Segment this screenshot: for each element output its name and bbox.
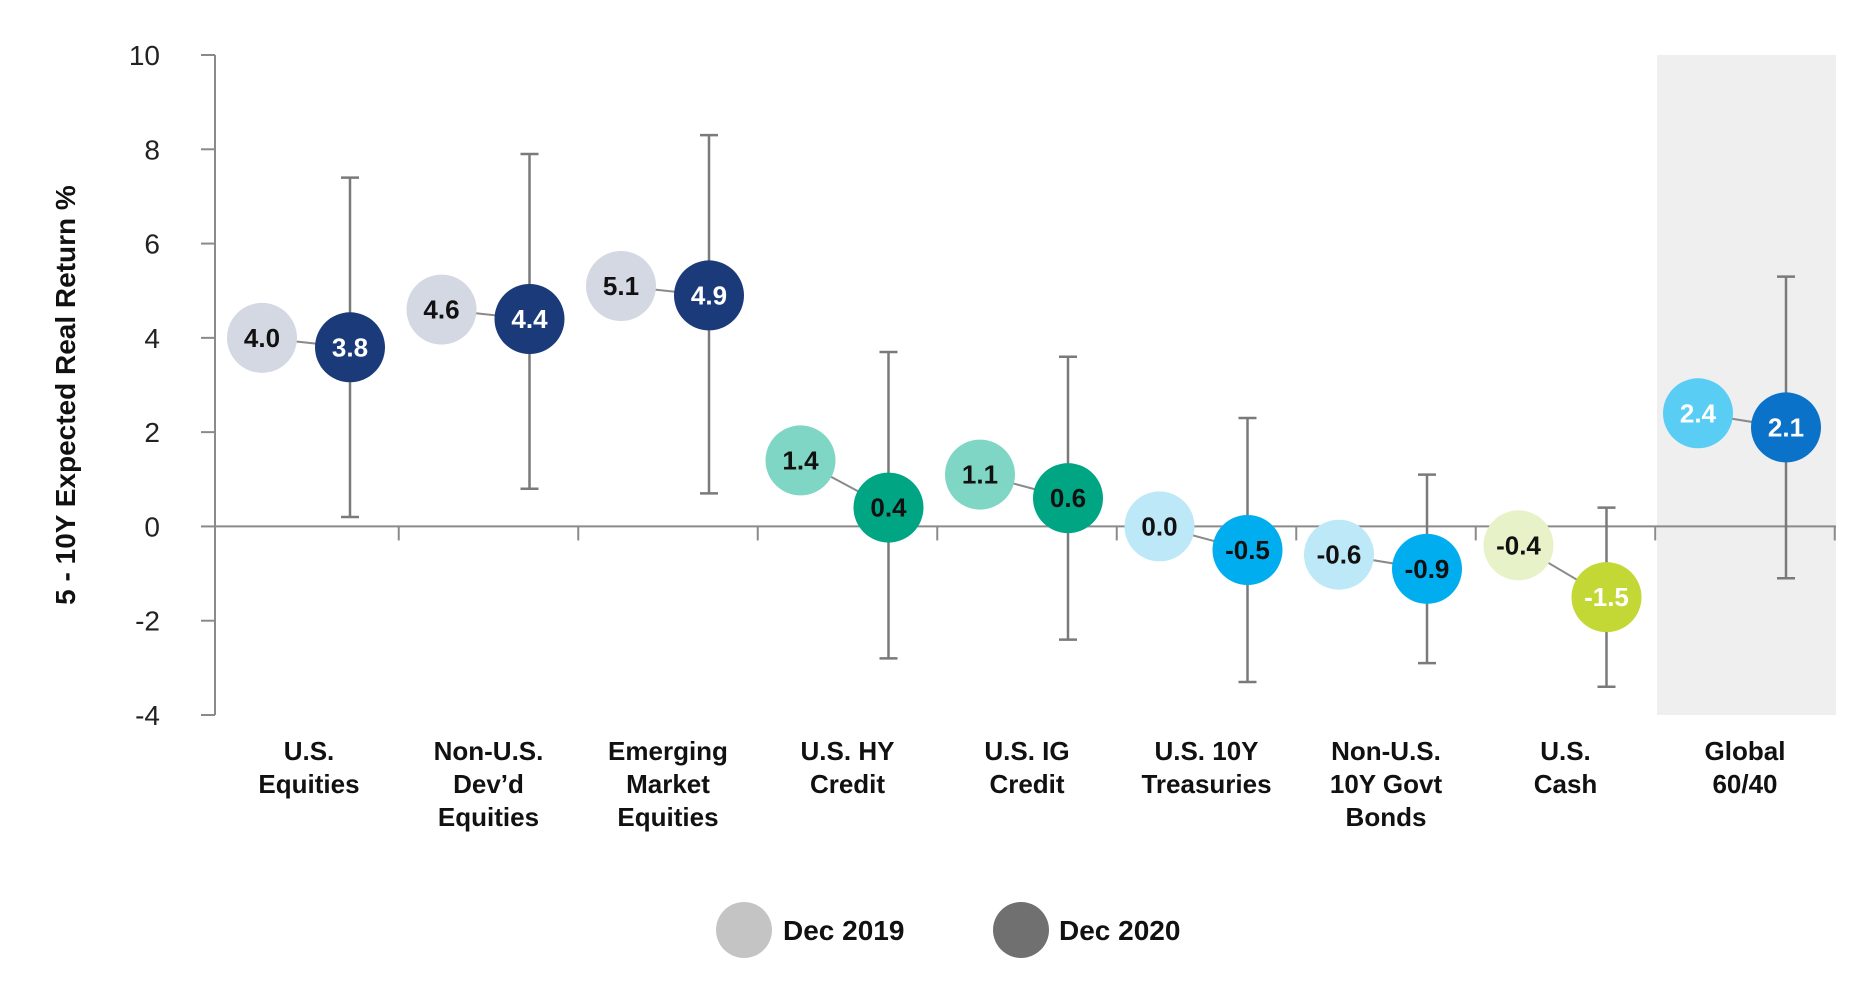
data-label-dec-2019: 4.0 [244,323,280,353]
point-dec-2019 [586,251,656,321]
data-label-dec-2020: 3.8 [332,332,368,362]
point-dec-2020 [494,284,565,354]
point-dec-2020 [853,472,924,543]
data-label-dec-2020: 4.9 [691,280,727,310]
x-category-label: Non-U.S. [434,736,544,766]
bubble-layer: 4.0 3.8 4.6 4.4 5.1 4.9 1.4 0.4 1.1 0.6 0.0 -0.5 -0.… [227,251,1821,633]
x-category-label: Cash [1534,769,1598,799]
point-dec-2019 [1663,378,1733,449]
x-category-label: Emerging [608,736,728,766]
point-dec-2020 [315,312,385,383]
x-category-label: Treasuries [1141,769,1271,799]
data-label-dec-2020: 0.4 [870,493,907,523]
category-label-layer: U.S.EquitiesNon-U.S.Dev’dEquitiesEmergin… [258,736,1785,832]
y-tick-label: 4 [144,323,160,354]
point-dec-2019 [227,302,297,373]
point-dec-2020 [1033,463,1103,534]
y-tick-label: 6 [144,229,160,260]
data-label-dec-2019: -0.6 [1317,540,1362,570]
x-category-label: Credit [989,769,1064,799]
legend: Dec 2019 Dec 2020 [716,902,1180,958]
x-category-label: Global [1705,736,1786,766]
x-category-label: Bonds [1346,802,1427,832]
point-dec-2019 [406,274,477,345]
legend-marker-dec-2020 [993,902,1049,958]
legend-marker-dec-2019 [716,902,772,958]
data-label-dec-2020: 2.1 [1768,412,1804,442]
x-category-label: Non-U.S. [1331,736,1441,766]
y-axis-title: 5 - 10Y Expected Real Return % [50,185,81,605]
x-category-label: 60/40 [1712,769,1777,799]
x-category-label: Equities [438,802,539,832]
data-label-dec-2019: 1.4 [782,445,819,475]
x-category-label: 10Y Govt [1330,769,1443,799]
data-label-dec-2020: -1.5 [1584,582,1629,612]
data-label-dec-2020: -0.9 [1405,554,1450,584]
y-tick-label: -2 [135,606,160,637]
x-category-label: Equities [617,802,718,832]
point-dec-2020 [1571,562,1642,633]
x-category-label: U.S. IG [984,736,1069,766]
point-dec-2020 [674,260,744,331]
x-category-label: Dev’d [453,769,524,799]
x-category-label: U.S. 10Y [1154,736,1258,766]
y-tick-label: 10 [129,40,160,71]
point-dec-2020 [1212,515,1283,585]
x-category-label: Market [626,769,710,799]
data-label-dec-2019: 4.6 [423,295,459,325]
data-label-dec-2019: 0.0 [1141,511,1177,541]
data-label-dec-2019: 2.4 [1680,398,1717,428]
y-tick-label: -4 [135,700,160,731]
point-dec-2020 [1392,533,1462,604]
axis-layer: 10 8 6 4 2 0 -2 -4 [129,40,1836,731]
y-tick-label: 0 [144,511,160,542]
point-dec-2019 [1304,519,1374,590]
point-dec-2019 [945,439,1015,510]
data-label-dec-2019: 5.1 [603,271,639,301]
legend-label-dec-2019: Dec 2019 [783,915,904,946]
data-label-dec-2019: -0.4 [1496,530,1541,560]
data-label-dec-2019: 1.1 [962,460,998,490]
x-category-label: Credit [810,769,885,799]
point-dec-2019 [1483,510,1554,581]
x-category-label: U.S. HY [801,736,895,766]
x-category-label: U.S. [284,736,335,766]
point-dec-2020 [1751,392,1821,463]
data-label-dec-2020: 4.4 [511,304,548,334]
point-dec-2019 [1124,491,1195,562]
y-tick-label: 2 [144,417,160,448]
legend-label-dec-2020: Dec 2020 [1059,915,1180,946]
data-label-dec-2020: -0.5 [1225,535,1270,565]
x-category-label: U.S. [1540,736,1591,766]
y-tick-label: 8 [144,134,160,165]
point-dec-2019 [765,425,836,496]
x-category-label: Equities [258,769,359,799]
data-label-dec-2020: 0.6 [1050,483,1086,513]
